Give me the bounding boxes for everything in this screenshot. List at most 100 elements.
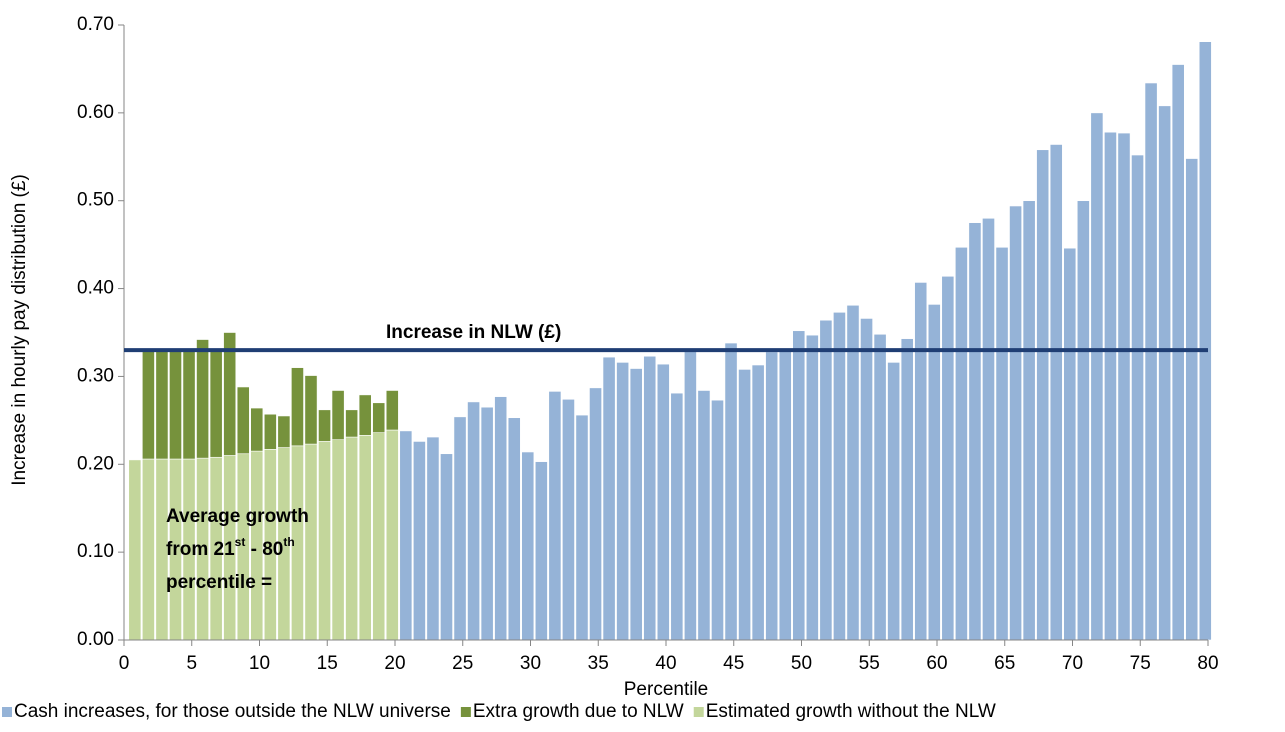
x-tick-label: 40 — [655, 653, 676, 674]
bar — [250, 407, 264, 452]
bar — [1049, 144, 1063, 641]
bar — [385, 390, 399, 431]
bar — [900, 338, 914, 641]
bar — [480, 406, 494, 641]
bar — [982, 217, 995, 641]
bar — [1144, 82, 1158, 641]
bar — [318, 441, 331, 641]
y-tick-label: 0.30 — [77, 365, 114, 386]
bar — [1076, 200, 1090, 641]
bar — [1117, 132, 1131, 641]
bar — [304, 443, 318, 641]
legend-label: Extra growth due to NLW — [473, 701, 684, 722]
bar — [358, 394, 372, 436]
bar — [209, 349, 223, 458]
bar — [534, 461, 548, 641]
reference-label: Increase in NLW (£) — [386, 322, 561, 343]
x-tick-label: 75 — [1130, 653, 1151, 674]
x-tick-label: 55 — [859, 653, 880, 674]
x-axis-label: Percentile — [624, 679, 709, 700]
bar — [169, 349, 182, 460]
bar — [345, 436, 359, 641]
bar — [155, 349, 169, 460]
bar — [236, 386, 250, 455]
bar — [995, 246, 1009, 641]
bar — [440, 453, 453, 641]
x-tick-label: 70 — [1062, 653, 1083, 674]
annotation: Average growth — [166, 506, 309, 527]
bar — [385, 429, 399, 641]
bar — [331, 439, 345, 641]
annotation-text: Average growth — [166, 506, 309, 527]
x-tick-label: 45 — [723, 653, 744, 674]
bar — [683, 349, 697, 641]
x-tick-label: 80 — [1197, 653, 1218, 674]
legend-swatch — [460, 707, 471, 717]
bar — [670, 392, 684, 641]
bar — [927, 304, 941, 641]
annotation-text: st — [235, 535, 246, 549]
x-tick-label: 5 — [186, 653, 197, 674]
bar — [1198, 41, 1212, 641]
bar — [954, 246, 968, 641]
bar — [697, 390, 711, 641]
bar — [196, 339, 209, 459]
bar — [1022, 200, 1036, 641]
bar — [223, 332, 237, 456]
bar — [494, 396, 508, 641]
bar — [412, 441, 426, 641]
bar — [968, 222, 982, 641]
bar — [643, 355, 657, 641]
bar — [318, 409, 331, 442]
bar — [1036, 149, 1050, 641]
bar — [548, 391, 562, 641]
bar — [1063, 247, 1077, 641]
bar — [873, 333, 887, 641]
y-tick-label: 0.40 — [77, 278, 114, 299]
legend-label: Cash increases, for those outside the NL… — [14, 701, 451, 722]
annotation-text: from 21 — [166, 539, 235, 560]
bar — [304, 375, 318, 445]
bar — [291, 367, 304, 447]
x-tick-label: 15 — [317, 653, 338, 674]
bar — [914, 282, 928, 641]
annotation: from 21st - 80th — [166, 535, 295, 560]
bar — [399, 430, 413, 641]
bar — [453, 416, 467, 641]
bar — [575, 414, 589, 641]
bar — [711, 399, 724, 641]
bar — [765, 351, 779, 641]
bar — [1171, 64, 1185, 641]
bar — [1158, 105, 1172, 641]
bar — [521, 451, 535, 641]
bar — [1104, 131, 1117, 641]
bar — [426, 436, 440, 641]
legend-label: Estimated growth without the NLW — [706, 701, 996, 722]
y-tick-label: 0.60 — [77, 102, 114, 123]
bar — [656, 363, 670, 641]
x-tick-label: 60 — [926, 653, 947, 674]
bar — [1131, 154, 1144, 641]
bar — [887, 362, 901, 641]
bar — [1185, 158, 1199, 641]
bar — [141, 458, 155, 641]
x-tick-label: 25 — [452, 653, 473, 674]
legend-swatch — [2, 707, 12, 717]
bar — [263, 413, 277, 450]
bar — [616, 362, 630, 641]
y-tick-label: 0.00 — [77, 629, 114, 650]
bar — [751, 364, 765, 641]
annotation-text: - 80 — [245, 539, 283, 560]
bar — [1009, 205, 1022, 641]
legend-swatch — [693, 707, 704, 717]
bar — [860, 318, 873, 641]
bar — [277, 415, 291, 448]
y-axis-label: Increase in hourly pay distribution (£) — [9, 174, 30, 486]
bar — [589, 387, 602, 641]
y-tick-label: 0.10 — [77, 541, 114, 562]
x-tick-label: 35 — [588, 653, 609, 674]
bar — [846, 304, 860, 641]
bar — [833, 311, 846, 641]
bar — [372, 402, 386, 433]
x-tick-label: 0 — [119, 653, 130, 674]
